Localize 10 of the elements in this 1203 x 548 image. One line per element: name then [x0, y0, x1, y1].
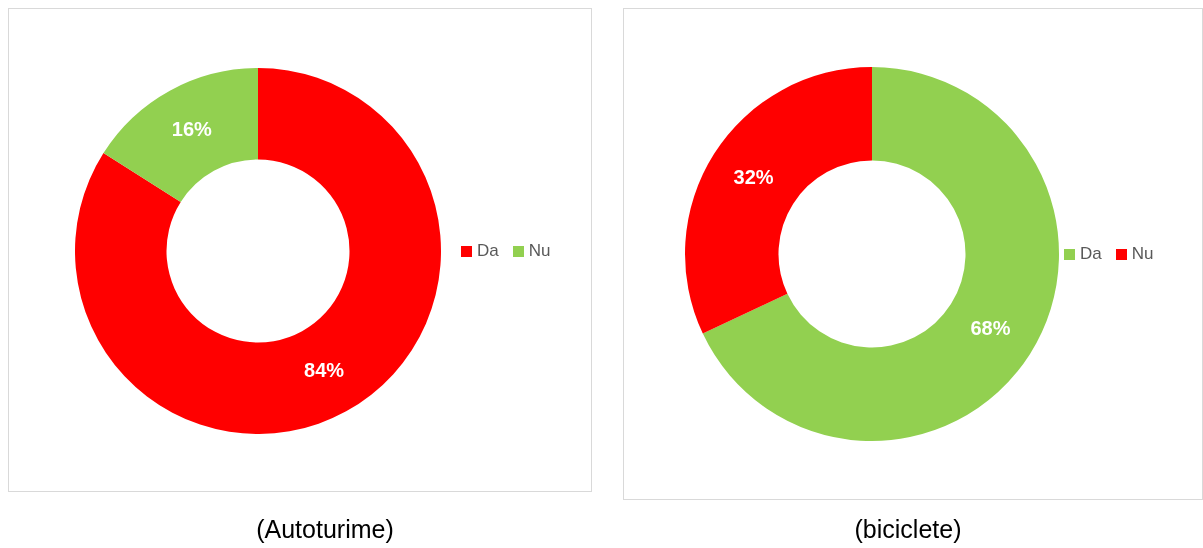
- text: (biciclete): [853, 515, 963, 544]
- text: (Autoturime): [255, 515, 395, 544]
- legend-label: Da: [1080, 244, 1102, 264]
- legend-label: Da: [477, 241, 499, 261]
- data-label: 68%: [970, 316, 1011, 339]
- legend-label: Nu: [1131, 244, 1154, 264]
- data-label: 16%: [171, 118, 213, 141]
- legend-label: Nu: [528, 241, 551, 261]
- data-label: 84%: [304, 358, 345, 381]
- data-label: 32%: [733, 166, 774, 189]
